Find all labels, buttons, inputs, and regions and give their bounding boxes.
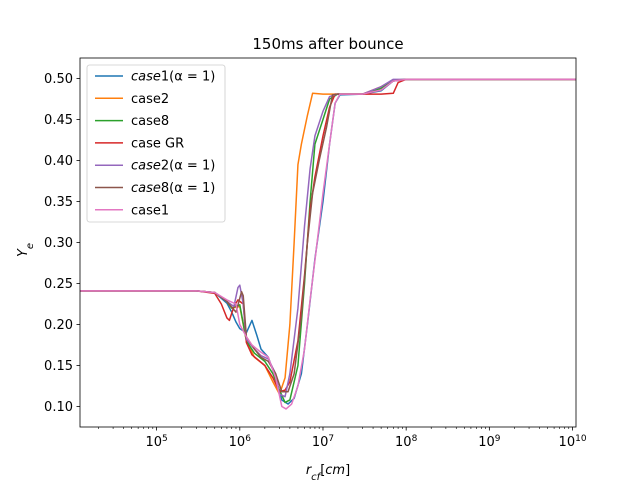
legend-box xyxy=(86,64,226,223)
series-line-7 xyxy=(80,78,576,410)
chart-title: 150ms after bounce xyxy=(252,35,403,53)
y-tick-label: 0.25 xyxy=(44,277,73,292)
x-tick-label: 106 xyxy=(229,434,252,450)
legend-label-1: case1(α = 1) xyxy=(131,70,215,85)
y-tick-label: 0.35 xyxy=(44,195,73,210)
x-tick-label: 105 xyxy=(145,434,167,450)
x-axis-label: rcf[cm] xyxy=(306,463,350,480)
y-tick-label: 0.50 xyxy=(44,72,73,87)
x-tick-label: 1010 xyxy=(559,434,587,450)
y-tick-label: 0.40 xyxy=(44,154,73,169)
y-axis-label: Ye xyxy=(16,243,36,257)
y-tick-label: 0.20 xyxy=(44,318,73,333)
y-tick-label: 0.10 xyxy=(44,400,73,415)
x-tick-label: 109 xyxy=(478,434,501,450)
legend-label-5: case2(α = 1) xyxy=(131,159,215,174)
legend-label-4: case GR xyxy=(131,136,184,151)
x-tick-label: 108 xyxy=(395,434,418,450)
y-tick-label: 0.30 xyxy=(44,236,73,251)
y-tick-label: 0.15 xyxy=(44,359,73,374)
legend-label-6: case8(α = 1) xyxy=(131,181,215,196)
legend-label-7: case1 xyxy=(131,203,169,218)
legend-label-3: case8 xyxy=(131,114,169,129)
legend-label-2: case2 xyxy=(131,92,169,107)
y-tick-label: 0.45 xyxy=(44,113,73,128)
x-tick-label: 107 xyxy=(312,434,334,450)
